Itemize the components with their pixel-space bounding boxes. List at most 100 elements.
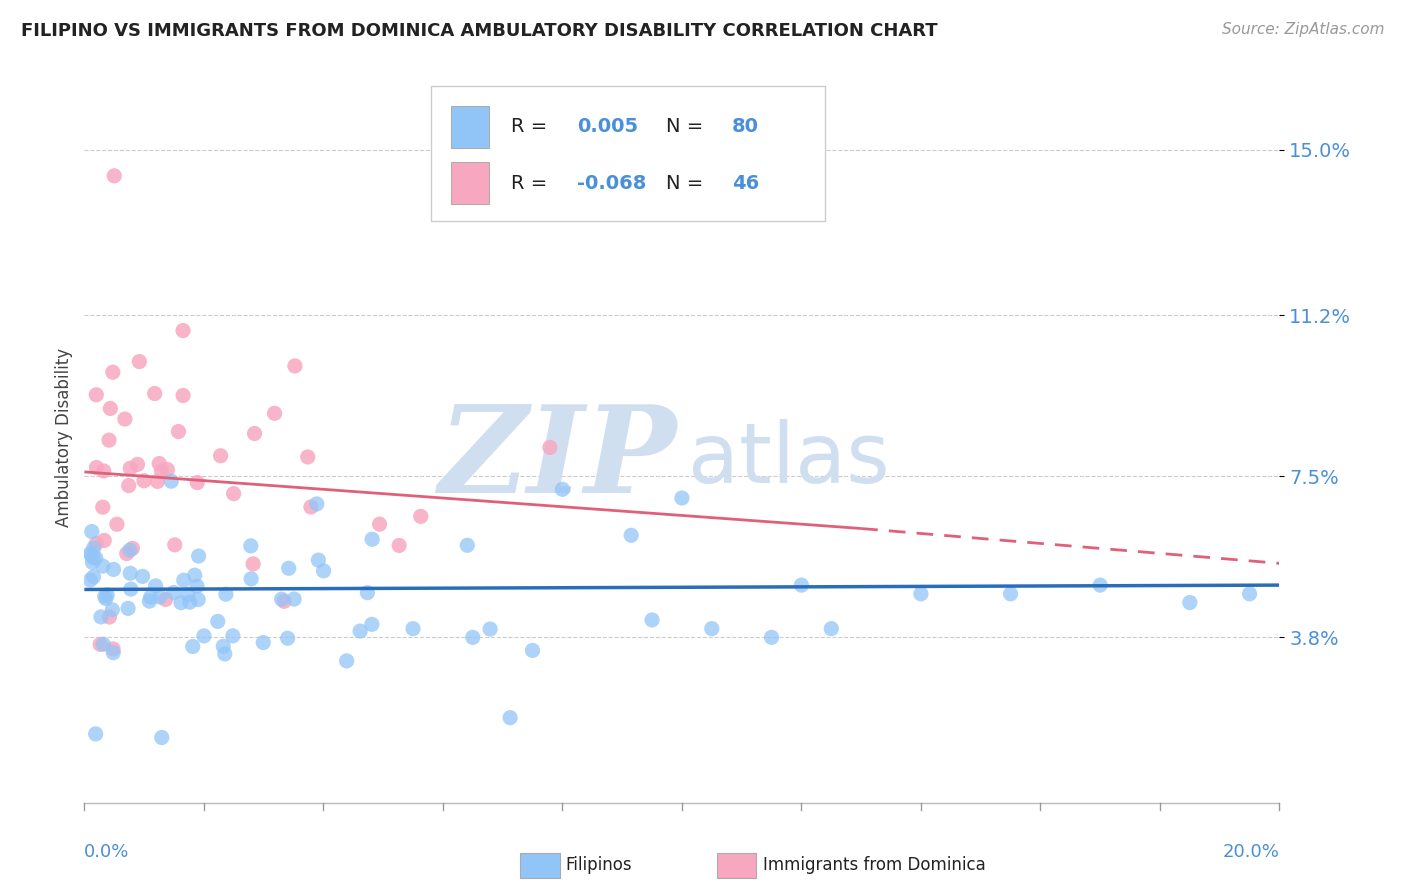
Point	[299, 500, 322, 514]
Point	[222, 486, 245, 500]
Point	[160, 474, 183, 488]
Point	[172, 388, 194, 402]
Point	[143, 386, 166, 401]
Point	[150, 731, 173, 745]
Point	[156, 462, 179, 476]
Point	[305, 497, 328, 511]
Point	[273, 594, 295, 608]
Point	[103, 646, 125, 660]
Point	[361, 533, 384, 547]
Point	[522, 643, 544, 657]
Point	[242, 557, 264, 571]
Point	[187, 549, 209, 563]
Point	[368, 517, 391, 532]
Point	[641, 613, 664, 627]
Point	[307, 553, 329, 567]
Point	[1239, 587, 1261, 601]
Point	[186, 579, 208, 593]
Point	[94, 590, 117, 604]
Point	[89, 637, 111, 651]
Point	[360, 617, 382, 632]
Point	[163, 538, 186, 552]
Text: 0.0%: 0.0%	[84, 843, 129, 861]
Point	[243, 426, 266, 441]
Point	[172, 324, 194, 338]
Point	[86, 460, 108, 475]
Point	[479, 622, 502, 636]
Text: ZIP: ZIP	[437, 400, 676, 518]
Text: 0.005: 0.005	[576, 118, 638, 136]
Point	[103, 169, 125, 183]
Point	[98, 401, 121, 416]
Point	[121, 541, 143, 556]
Point	[96, 588, 118, 602]
Point	[138, 594, 160, 608]
Point	[212, 640, 235, 654]
Point	[193, 629, 215, 643]
Point	[86, 536, 108, 550]
Point	[551, 483, 574, 497]
Point	[1178, 595, 1201, 609]
Point	[409, 509, 432, 524]
Point	[115, 547, 138, 561]
Point	[90, 610, 112, 624]
Point	[132, 474, 155, 488]
Text: -0.068: -0.068	[576, 174, 647, 193]
Point	[910, 587, 932, 601]
Point	[101, 365, 124, 379]
Point	[148, 457, 170, 471]
Point	[1000, 587, 1022, 601]
Point	[461, 631, 484, 645]
Point	[114, 412, 136, 426]
Point	[131, 569, 153, 583]
Point	[239, 539, 262, 553]
Point	[86, 388, 108, 402]
Point	[82, 550, 104, 565]
Text: Filipinos: Filipinos	[565, 856, 631, 874]
Point	[162, 585, 184, 599]
Point	[79, 573, 101, 587]
Point	[222, 629, 245, 643]
Point	[83, 541, 105, 555]
Point	[402, 622, 425, 636]
Point	[120, 461, 142, 475]
Y-axis label: Ambulatory Disability: Ambulatory Disability	[55, 348, 73, 526]
Point	[252, 635, 274, 649]
Point	[270, 592, 292, 607]
Point	[263, 406, 285, 420]
Text: 80: 80	[733, 118, 759, 136]
Point	[820, 622, 842, 636]
Point	[105, 517, 128, 532]
Point	[91, 637, 114, 651]
Text: R =: R =	[510, 174, 554, 193]
Point	[80, 524, 103, 539]
Point	[139, 590, 162, 604]
Text: atlas: atlas	[688, 418, 890, 500]
Point	[186, 475, 208, 490]
Point	[349, 624, 371, 638]
Point	[98, 610, 121, 624]
Point	[80, 548, 103, 562]
Point	[120, 582, 142, 596]
Point	[155, 592, 177, 607]
Point	[173, 573, 195, 587]
Point	[98, 433, 121, 447]
Point	[93, 464, 115, 478]
Point	[336, 654, 359, 668]
Point	[277, 561, 299, 575]
Point	[82, 555, 104, 569]
Point	[671, 491, 693, 505]
Point	[118, 478, 141, 492]
Point	[240, 572, 263, 586]
Text: FILIPINO VS IMMIGRANTS FROM DOMINICA AMBULATORY DISABILITY CORRELATION CHART: FILIPINO VS IMMIGRANTS FROM DOMINICA AMB…	[21, 22, 938, 40]
Point	[149, 590, 172, 604]
Point	[700, 622, 723, 636]
Point	[150, 464, 173, 478]
Point	[94, 591, 117, 606]
Point	[277, 632, 299, 646]
Point	[128, 354, 150, 368]
Point	[183, 568, 205, 582]
Point	[93, 533, 115, 548]
Point	[103, 562, 125, 576]
Point	[127, 458, 149, 472]
